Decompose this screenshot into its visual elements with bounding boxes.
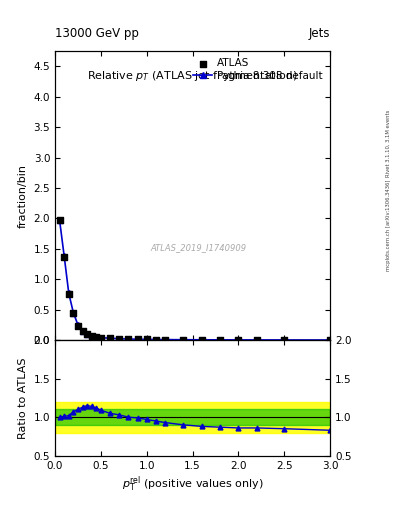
ATLAS — [79, 327, 86, 335]
Y-axis label: fraction/bin: fraction/bin — [18, 164, 28, 228]
Pythia 8.308 default — [85, 331, 90, 337]
ATLAS — [327, 336, 333, 344]
Pythia 8.308 default — [62, 253, 66, 259]
Pythia 8.308 default — [163, 336, 167, 343]
Pythia 8.308 default — [154, 336, 158, 343]
Pythia 8.308 default — [181, 337, 186, 343]
ATLAS — [75, 322, 81, 330]
Pythia 8.308 default — [236, 337, 241, 343]
Pythia 8.308 default — [282, 337, 286, 343]
ATLAS — [153, 335, 159, 344]
Pythia 8.308 default — [126, 336, 131, 342]
ATLAS — [134, 335, 141, 344]
Pythia 8.308 default — [144, 336, 149, 343]
Text: Relative $p_T$ (ATLAS jet fragmentation): Relative $p_T$ (ATLAS jet fragmentation) — [87, 69, 298, 82]
ATLAS — [235, 336, 242, 344]
Pythia 8.308 default — [80, 328, 85, 334]
Pythia 8.308 default — [57, 217, 62, 223]
Text: Jets: Jets — [309, 27, 330, 40]
Pythia 8.308 default — [135, 336, 140, 343]
Pythia 8.308 default — [66, 290, 71, 296]
Text: 13000 GeV pp: 13000 GeV pp — [55, 27, 139, 40]
ATLAS — [281, 336, 287, 344]
Pythia 8.308 default — [254, 337, 259, 343]
ATLAS — [84, 330, 90, 338]
ATLAS — [88, 332, 95, 340]
ATLAS — [107, 334, 113, 343]
ATLAS — [61, 253, 67, 261]
Text: ATLAS_2019_I1740909: ATLAS_2019_I1740909 — [150, 243, 246, 252]
ATLAS — [198, 336, 205, 344]
Pythia 8.308 default — [117, 336, 121, 342]
ATLAS — [217, 336, 223, 344]
Pythia 8.308 default — [71, 310, 76, 316]
ATLAS — [98, 334, 104, 342]
Text: $p_{\rm T}^{\rm rel}$ (positive values only): $p_{\rm T}^{\rm rel}$ (positive values o… — [122, 475, 263, 494]
ATLAS — [253, 336, 260, 344]
ATLAS — [116, 335, 122, 343]
ATLAS — [66, 290, 72, 298]
Text: mcplots.cern.ch [arXiv:1306.3436]: mcplots.cern.ch [arXiv:1306.3436] — [386, 180, 391, 271]
Pythia 8.308 default — [199, 337, 204, 343]
Pythia 8.308 default — [108, 335, 112, 342]
Y-axis label: Ratio to ATLAS: Ratio to ATLAS — [18, 357, 28, 439]
ATLAS — [143, 335, 150, 344]
Pythia 8.308 default — [89, 333, 94, 339]
ATLAS — [57, 216, 63, 224]
ATLAS — [125, 335, 132, 343]
Line: Pythia 8.308 default: Pythia 8.308 default — [57, 218, 333, 343]
Text: Rivet 3.1.10, 3.1M events: Rivet 3.1.10, 3.1M events — [386, 110, 391, 177]
ATLAS — [70, 309, 77, 317]
Pythia 8.308 default — [99, 334, 103, 340]
ATLAS — [93, 333, 99, 341]
ATLAS — [180, 336, 187, 344]
Pythia 8.308 default — [75, 322, 80, 328]
Pythia 8.308 default — [94, 334, 99, 340]
Pythia 8.308 default — [328, 337, 332, 343]
Legend: ATLAS, Pythia 8.308 default: ATLAS, Pythia 8.308 default — [191, 56, 325, 83]
ATLAS — [162, 335, 168, 344]
Pythia 8.308 default — [218, 337, 222, 343]
